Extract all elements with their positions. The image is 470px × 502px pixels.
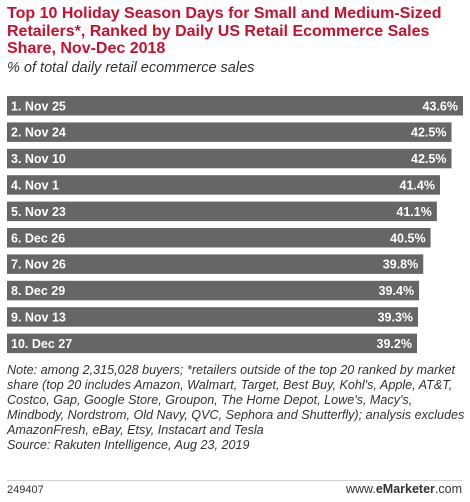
brand-logo: www.eMarketer.com (346, 482, 462, 496)
bar (7, 175, 440, 195)
source-text: Source: Rakuten Intelligence, Aug 23, 20… (7, 438, 250, 452)
note-text: Note: among 2,315,028 buyers; *retailers… (7, 363, 465, 437)
bar (7, 96, 463, 116)
value-label: 39.3% (378, 310, 413, 324)
value-label: 41.4% (400, 178, 435, 192)
category-label: 5. Nov 23 (11, 205, 66, 219)
bar (7, 333, 417, 354)
bar (7, 201, 437, 222)
category-label: 2. Nov 24 (11, 126, 66, 140)
bar (7, 254, 424, 274)
value-label: 40.5% (390, 231, 425, 245)
brand-prefix: www. (345, 482, 376, 496)
brand-e: e (375, 482, 383, 496)
value-label: 39.4% (379, 284, 414, 298)
chart-notes: Note: among 2,315,028 buyers; *retailers… (7, 363, 467, 453)
chart-id: 249407 (7, 484, 44, 496)
bar (7, 228, 431, 248)
footer-divider (7, 480, 463, 481)
category-label: 4. Nov 1 (11, 178, 59, 192)
category-label: 6. Dec 26 (11, 231, 65, 245)
category-label: 3. Nov 10 (11, 152, 66, 166)
chart-subtitle: % of total daily retail ecommerce sales (7, 60, 255, 76)
value-label: 42.5% (411, 126, 446, 140)
brand-main: Marketer (382, 482, 435, 496)
value-label: 41.1% (396, 205, 431, 219)
category-label: 1. Nov 25 (11, 99, 66, 113)
brand-suffix: .com (434, 482, 462, 496)
bar (7, 148, 452, 169)
value-label: 42.5% (411, 152, 446, 166)
bar (7, 122, 452, 142)
chart-title: Top 10 Holiday Season Days for Small and… (7, 5, 442, 57)
category-label: 9. Nov 13 (11, 310, 66, 324)
category-label: 8. Dec 29 (11, 284, 65, 298)
value-label: 39.8% (383, 258, 418, 272)
category-label: 7. Nov 26 (11, 258, 66, 272)
value-label: 39.2% (377, 337, 412, 351)
value-label: 43.6% (423, 99, 458, 113)
bar-chart: 1. Nov 25 43.6% 2. Nov 24 42.5% 3. Nov 10 42.… (7, 96, 463, 354)
category-label: 10. Dec 27 (11, 337, 72, 351)
bar (7, 280, 420, 301)
bar (7, 307, 419, 327)
